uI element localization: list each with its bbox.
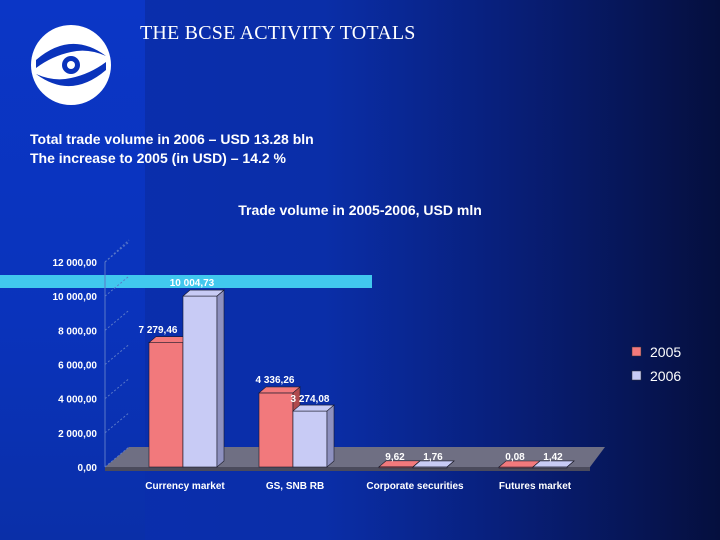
data-label: 9,62 xyxy=(385,452,405,463)
y-tick-label: 12 000,00 xyxy=(53,258,98,269)
data-label: 1,76 xyxy=(423,452,443,463)
data-label: 7 279,46 xyxy=(139,325,178,336)
y-tick-label: 10 000,00 xyxy=(53,292,98,303)
data-label: 0,08 xyxy=(505,452,525,463)
legend-label-2005: 2005 xyxy=(650,344,681,360)
y-grid-depth-line xyxy=(104,412,130,434)
x-category-label: Currency market xyxy=(145,481,225,492)
y-tick-label: 4 000,00 xyxy=(58,395,97,406)
accent-cyan-bar xyxy=(0,275,372,288)
chart-bars xyxy=(148,289,575,469)
y-tick-label: 0,00 xyxy=(78,463,98,474)
subtitle-line-1: Total trade volume in 2006 – USD 13.28 b… xyxy=(30,131,314,147)
chart-legend: 2005 2006 xyxy=(631,344,681,384)
data-label: 4 336,26 xyxy=(256,375,295,386)
y-grid-depth-line xyxy=(104,309,130,331)
y-grid-depth-line xyxy=(104,378,130,400)
legend-swatch-2005 xyxy=(631,346,642,357)
y-grid-depth-line xyxy=(104,446,130,468)
chart-axes: 0,00 2 000,00 4 000,00 6 000,00 8 000,00 10 0… xyxy=(53,239,605,474)
data-label: 1,42 xyxy=(543,452,563,463)
subtitle-line-2: The increase to 2005 (in USD) – 14.2 % xyxy=(30,150,286,166)
y-tick-label: 8 000,00 xyxy=(58,326,97,337)
legend-swatch-2006 xyxy=(631,370,642,381)
bar-2006-3-side xyxy=(566,460,575,468)
y-grid-depth-line xyxy=(104,241,130,263)
bar-2006-2-side xyxy=(446,460,455,468)
y-grid-depth-line xyxy=(104,344,130,365)
page-title: THE BCSE ACTIVITY TOTALS xyxy=(140,22,416,44)
chart-title: Trade volume in 2005-2006, USD mln xyxy=(238,202,482,218)
data-label: 10 004,73 xyxy=(170,278,215,289)
chart-floor xyxy=(105,447,605,467)
bar-2006-1-side xyxy=(326,404,335,468)
bar-2005-1-front xyxy=(258,392,294,468)
y-tick-label: 6 000,00 xyxy=(58,361,97,372)
chart-floor-edge xyxy=(105,467,590,471)
chart-labels: Currency market GS, SNB RB Corporate secur… xyxy=(139,278,572,492)
x-category-label: GS, SNB RB xyxy=(266,481,324,492)
bcse-logo-icon xyxy=(31,25,111,105)
legend-label-2006: 2006 xyxy=(650,368,681,384)
y-tick-label: 2 000,00 xyxy=(58,429,97,440)
bar-2006-0-side xyxy=(216,289,225,468)
y-grid-depth-line xyxy=(104,275,130,297)
bar-2006-0-front xyxy=(182,295,218,468)
x-category-label: Corporate securities xyxy=(366,481,464,492)
bar-2006-1-front xyxy=(292,410,328,468)
bar-2005-0-front xyxy=(148,342,184,468)
data-label: 3 274,08 xyxy=(291,394,330,405)
x-category-label: Futures market xyxy=(499,481,572,492)
